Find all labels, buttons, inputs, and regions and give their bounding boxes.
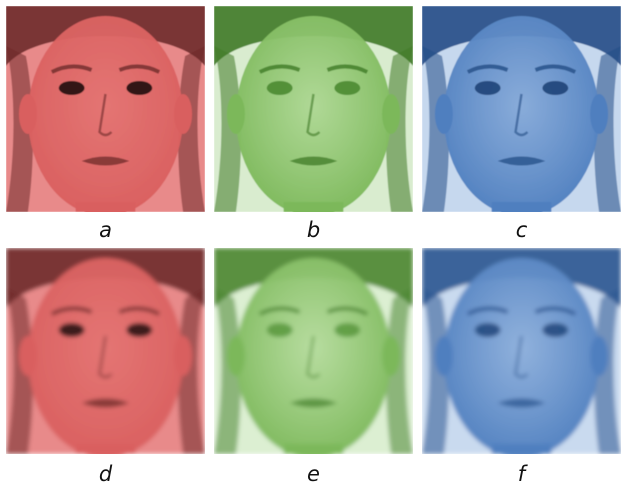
face-image	[6, 6, 205, 212]
face-image	[6, 248, 205, 454]
face-panel-a	[6, 6, 205, 212]
caption-d: d	[98, 462, 113, 486]
face-panel-d	[6, 248, 205, 454]
face-panel-c	[422, 6, 621, 212]
caption-b: b	[306, 218, 321, 242]
face-panel-e	[214, 248, 413, 454]
face-image	[422, 248, 621, 454]
caption-c: c	[515, 218, 528, 242]
face-panel-b	[214, 6, 413, 212]
caption-a: a	[99, 218, 112, 242]
face-image	[214, 248, 413, 454]
face-image	[422, 6, 621, 212]
face-image	[214, 6, 413, 212]
caption-e: e	[307, 462, 320, 486]
caption-f: f	[517, 462, 526, 486]
face-panel-f	[422, 248, 621, 454]
